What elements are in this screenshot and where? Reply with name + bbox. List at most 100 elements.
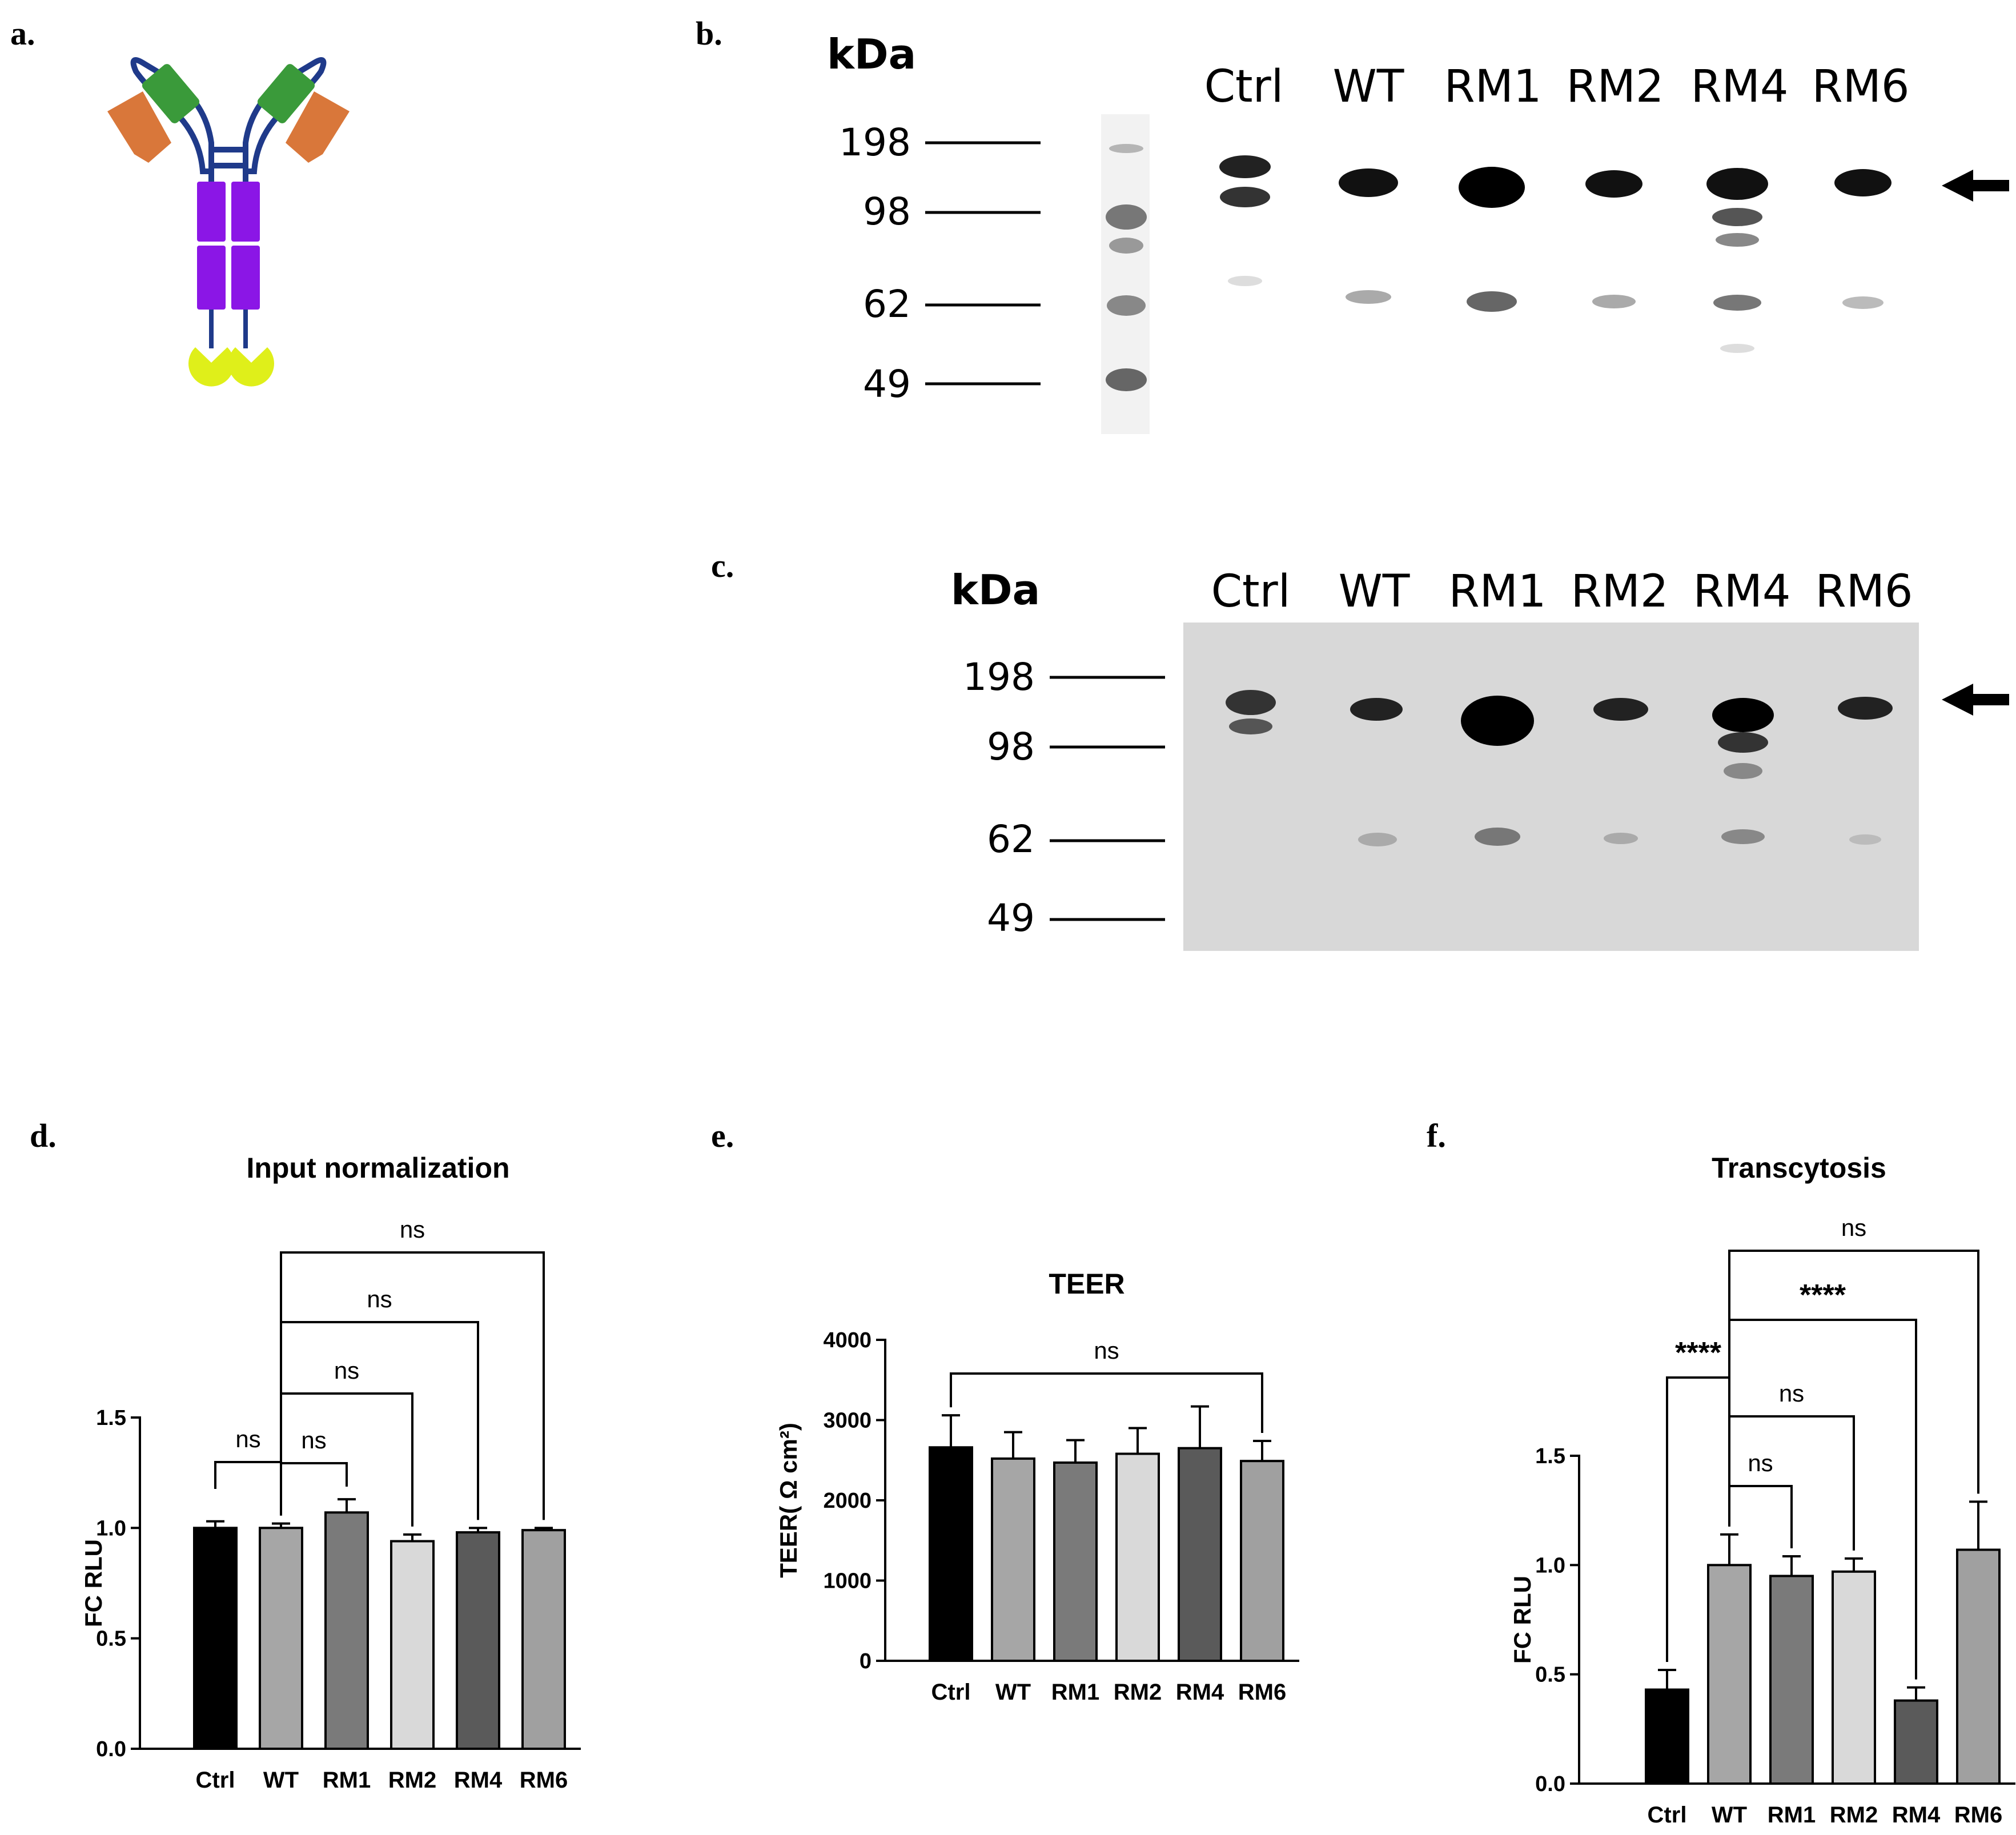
gel-b-lane-rm6: RM6 <box>1812 61 1909 113</box>
y-tick-label: 0.0 <box>1535 1772 1565 1796</box>
gel-b-kda-label: kDa <box>827 30 916 78</box>
x-tick-label: RM1 <box>323 1768 371 1793</box>
bar-rm1 <box>324 1511 369 1750</box>
gel-b-band <box>1713 295 1761 311</box>
chart-title: Input normalization <box>246 1152 509 1184</box>
significance-bracket <box>280 1321 479 1520</box>
gel-c-band <box>1461 696 1534 746</box>
left-arrow-icon <box>1942 684 2009 716</box>
gel-b-band <box>1834 169 1891 196</box>
x-tick-label: RM6 <box>1954 1802 2002 1828</box>
gel-b-ladder-band <box>1106 368 1147 391</box>
y-tick-label: 4000 <box>823 1328 872 1352</box>
bar-rm4 <box>456 1531 500 1750</box>
gel-b-marker-98: 98 <box>863 190 911 234</box>
chart-title: Transcytosis <box>1712 1152 1886 1184</box>
gel-c-lane-rm2: RM2 <box>1571 566 1668 617</box>
gel-b-lane-rm4: RM4 <box>1690 61 1788 113</box>
chart-transcytosis: Transcytosis 0.0 0.5 1.0 1.5 FC RLU Ctrl WT RM1 R… <box>1509 1152 2015 1828</box>
x-tick-label: WT <box>263 1768 299 1793</box>
gel-c-lane-ctrl: Ctrl <box>1211 566 1291 617</box>
significance-bracket <box>1728 1319 1917 1680</box>
y-tick-label: 1.5 <box>96 1406 126 1430</box>
significance-bracket <box>950 1372 1263 1434</box>
y-tick-label: 1.0 <box>96 1516 126 1540</box>
x-tick-label: RM2 <box>1114 1680 1162 1705</box>
bar-wt <box>1707 1564 1752 1785</box>
gel-c-marker-62: 62 <box>987 817 1035 861</box>
bar-wt <box>259 1527 303 1750</box>
gel-b-lane-rm1: RM1 <box>1444 61 1541 113</box>
antibody-green-domain <box>257 64 315 123</box>
bar-rm6 <box>521 1529 566 1750</box>
y-tick-label: 0.0 <box>96 1737 126 1761</box>
x-tick-label: RM6 <box>520 1768 568 1793</box>
gel-b-ladder-band <box>1107 295 1146 316</box>
antibody-schematic <box>107 57 350 387</box>
gel-c-marker-98: 98 <box>987 725 1035 769</box>
antibody-green-domain <box>142 64 200 123</box>
x-tick-label: RM1 <box>1768 1802 1816 1828</box>
y-tick-label: 0.5 <box>96 1627 126 1651</box>
bar-rm4 <box>1894 1699 1938 1785</box>
panel-label-b: b. <box>696 15 722 52</box>
significance-label: ns <box>1748 1449 1773 1476</box>
bar-rm6 <box>1240 1460 1284 1663</box>
significance-label: ns <box>301 1427 326 1453</box>
gel-c-lane-rm6: RM6 <box>1815 566 1913 617</box>
panel-label-e: e. <box>711 1117 734 1154</box>
gel-c-band <box>1718 732 1768 753</box>
bar-rm2 <box>1832 1570 1876 1785</box>
x-tick-label: WT <box>1712 1802 1747 1828</box>
y-axis-label: TEER( Ω cm²) <box>775 1423 802 1578</box>
gel-b-band <box>1706 168 1768 200</box>
gel-c-band <box>1593 698 1648 721</box>
bar-rm1 <box>1053 1461 1098 1663</box>
x-tick-label: WT <box>995 1680 1031 1705</box>
antibody-yellow-domain <box>188 347 234 387</box>
gel-b-band <box>1585 170 1642 198</box>
x-tick-label: RM1 <box>1051 1680 1099 1705</box>
significance-label: **** <box>1800 1279 1846 1312</box>
gel-b-band <box>1842 296 1884 309</box>
antibody-orange-domain <box>286 91 350 163</box>
gel-c: kDa 198 98 62 49 Ctrl WT RM1 RM2 RM4 RM6 <box>951 566 2009 951</box>
gel-c-band <box>1475 828 1520 846</box>
y-tick-label: 1.0 <box>1535 1553 1565 1577</box>
significance-label: ns <box>334 1357 359 1384</box>
significance-label: ns <box>1841 1214 1866 1241</box>
gel-c-lane-wt: WT <box>1339 566 1410 617</box>
gel-c-band <box>1724 763 1762 779</box>
gel-c-band <box>1226 690 1276 715</box>
significance-bracket <box>1728 1485 1793 1549</box>
gel-c-kda-label: kDa <box>951 566 1040 614</box>
panel-label-f: f. <box>1427 1117 1446 1154</box>
y-axis-label: FC RLU <box>1509 1576 1536 1664</box>
x-tick-label: RM4 <box>1892 1802 1941 1828</box>
left-arrow-icon <box>1942 170 2009 202</box>
x-tick-label: RM6 <box>1238 1680 1286 1705</box>
significance-bracket <box>280 1251 545 1520</box>
significance-label: ns <box>1779 1380 1804 1407</box>
gel-c-band <box>1721 829 1765 844</box>
gel-c-band <box>1350 698 1403 721</box>
antibody-yellow-domain <box>228 347 275 387</box>
gel-b-ladder-band <box>1109 144 1143 153</box>
gel-b-band <box>1220 187 1270 207</box>
panel-label-d: d. <box>30 1117 57 1154</box>
antibody-purple-domain <box>197 182 226 242</box>
panel-label-a: a. <box>10 15 35 52</box>
bar-rm2 <box>1115 1452 1160 1662</box>
gel-b: kDa 198 98 62 49 Ctrl WT RM1 RM2 RM4 RM6 <box>827 30 2009 434</box>
gel-c-band <box>1229 718 1272 734</box>
x-tick-label: Ctrl <box>1648 1802 1687 1828</box>
gel-c-marker-49: 49 <box>987 896 1035 940</box>
antibody-purple-domain <box>231 182 260 242</box>
bar-ctrl <box>1645 1688 1689 1785</box>
significance-label: ns <box>400 1216 425 1243</box>
gel-c-band <box>1358 833 1397 846</box>
x-tick-label: RM4 <box>1176 1680 1224 1705</box>
significance-label: ns <box>235 1426 260 1452</box>
gel-c-lane-rm4: RM4 <box>1693 566 1790 617</box>
